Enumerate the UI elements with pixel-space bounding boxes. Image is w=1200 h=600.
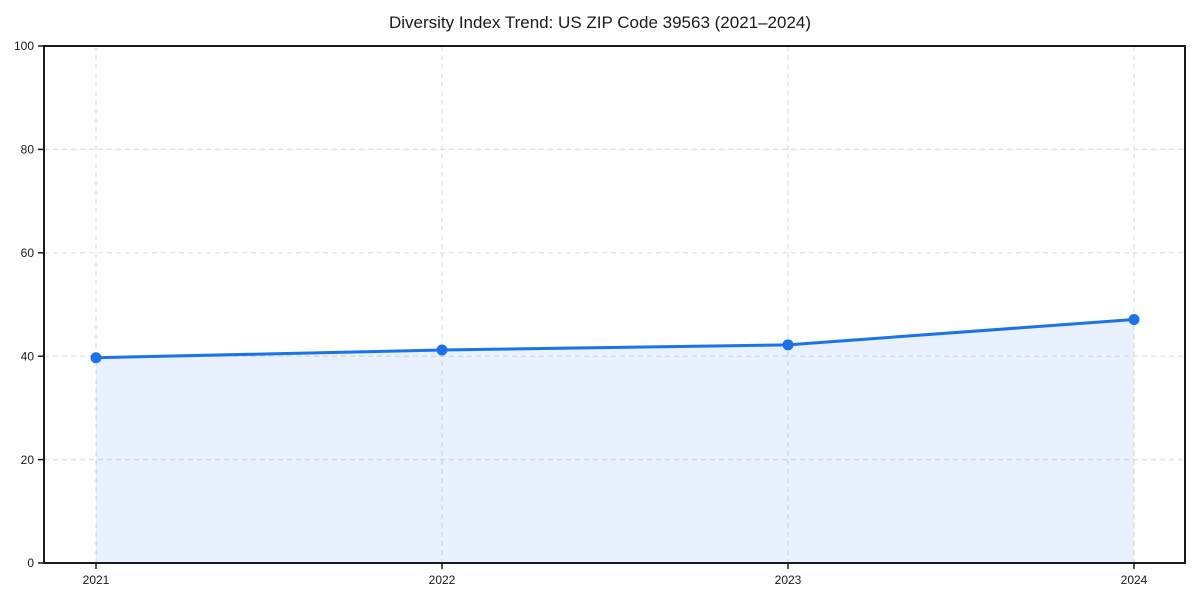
trend-line (94, 317, 1136, 360)
area-fill (96, 319, 1134, 563)
y-tick-label: 40 (21, 349, 35, 363)
chart-title: Diversity Index Trend: US ZIP Code 39563… (388, 13, 812, 32)
data-point (1128, 313, 1140, 325)
plot-border (43, 45, 1186, 564)
y-tick-label: 100 (14, 39, 34, 53)
y-tick-label: 80 (21, 143, 35, 157)
y-tick-label: 60 (21, 246, 35, 260)
x-tick-label: 2023 (775, 573, 802, 587)
data-point (90, 352, 102, 364)
y-tick-label: 0 (27, 556, 34, 570)
data-point (782, 339, 794, 351)
data-point (436, 344, 448, 356)
x-tick-label: 2021 (83, 573, 110, 587)
x-tick-label: 2022 (429, 573, 456, 587)
x-tick-label: 2024 (1121, 573, 1148, 587)
y-tick-label: 20 (21, 453, 35, 467)
